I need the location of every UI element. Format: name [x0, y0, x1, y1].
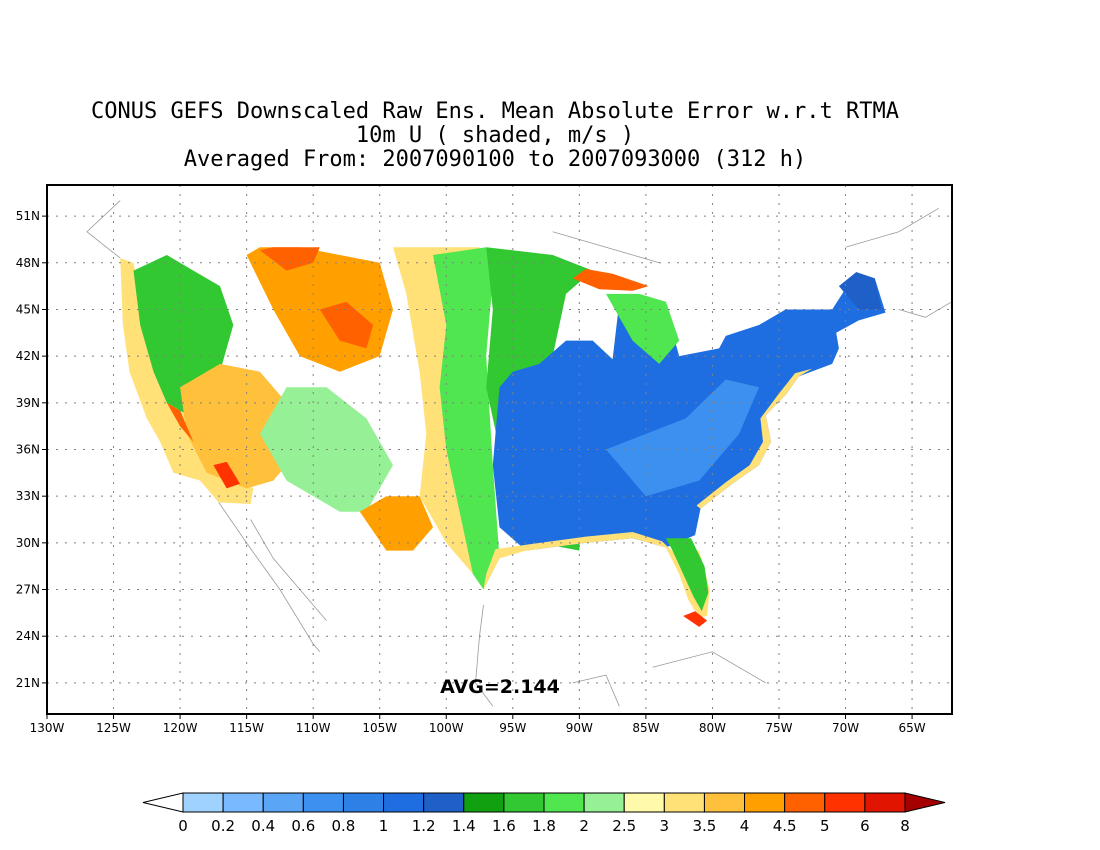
lat-tick-label: 30N [16, 536, 40, 550]
region-appalachian-blue-light [606, 379, 759, 497]
coastline-segment [652, 651, 766, 684]
colorbar-label: 3.5 [693, 817, 717, 835]
colorbar-swatch [463, 792, 505, 813]
colorbar-above-arrow [904, 792, 946, 813]
coastline-segment [218, 502, 321, 653]
lon-tick-label: 70W [832, 721, 859, 735]
coastline-segment [250, 519, 327, 621]
coastline-segment [86, 200, 121, 259]
region-florida-keys-red [683, 611, 708, 627]
colorbar-label: 0 [178, 817, 188, 835]
colorbar-label: 0.4 [251, 817, 275, 835]
region-great-basin-orange [180, 363, 300, 489]
colorbar-swatch [543, 792, 585, 813]
colorbar-swatch [423, 792, 465, 813]
colorbar-label: 1.6 [492, 817, 516, 835]
lon-tick-label: 80W [699, 721, 726, 735]
colorbar-swatch [182, 792, 224, 813]
colorbar-swatch [383, 792, 425, 813]
colorbar-label: 8 [900, 817, 910, 835]
colorbar-swatch [784, 792, 826, 813]
lat-tick-label: 24N [16, 629, 40, 643]
coastline-segment [572, 674, 620, 707]
colorbar-swatch [623, 792, 665, 813]
region-southwest-red-spots [166, 402, 194, 442]
region-great-lakes-green [606, 293, 680, 364]
colorbar-label: 1.8 [532, 817, 556, 835]
colorbar-swatch [744, 792, 786, 813]
colorbar-label: 1 [379, 817, 389, 835]
colorbar-swatch [342, 792, 385, 813]
region-northern-rockies-red [259, 247, 320, 271]
colorbar-label: 0.8 [332, 817, 356, 835]
lon-tick-label: 105W [362, 721, 397, 735]
lat-tick-label: 39N [16, 396, 40, 410]
region-eastern-us-blue [492, 272, 886, 551]
colorbar-label: 2 [579, 817, 589, 835]
lon-tick-label: 90W [566, 721, 593, 735]
colorbar-swatch [503, 792, 545, 813]
colorbar-label: 2.5 [612, 817, 636, 835]
longitude-labels: 130W 125W 120W 115W 110W 105W 100W 95W 90W 85W 80W… [30, 714, 926, 735]
title-line-2: 10m U ( shaded, m/s ) [355, 123, 635, 148]
lon-tick-label: 75W [765, 721, 792, 735]
lat-tick-label: 42N [16, 349, 40, 363]
colorbar: 0 0.2 0.4 0.6 0.8 1 1.2 1.4 1.6 1.8 2 2.5 3 3.5 4 4.5 5 6… [142, 792, 946, 835]
coastline-segment [552, 231, 660, 264]
colorbar-label: 5 [820, 817, 830, 835]
lat-tick-label: 45N [16, 302, 40, 316]
lon-tick-label: 85W [632, 721, 659, 735]
colorbar-swatch [222, 792, 264, 813]
colorbar-label: 3 [660, 817, 670, 835]
colorbar-below-arrow [142, 792, 184, 813]
plot-title: CONUS GEFS Downscaled Raw Ens. Mean Abso… [0, 100, 990, 172]
lon-tick-label: 120W [163, 721, 198, 735]
coastline-segment [898, 301, 953, 318]
colorbar-label: 6 [860, 817, 870, 835]
region-florida-green [665, 538, 709, 612]
coastlines [86, 200, 953, 707]
region-wyoming-red [319, 301, 374, 349]
colorbar-label: 1.4 [452, 817, 476, 835]
colorbar-swatch [262, 792, 304, 813]
lat-tick-label: 48N [16, 256, 40, 270]
lon-tick-label: 95W [499, 721, 526, 735]
region-upper-peninsula-red [572, 269, 649, 291]
coastline-segment [475, 605, 494, 707]
lon-tick-label: 115W [229, 721, 264, 735]
coastline-segment [845, 207, 939, 248]
region-plains-green [433, 247, 500, 590]
colorbar-label: 0.2 [211, 817, 235, 835]
colorbar-swatch [864, 792, 906, 813]
colorbar-swatch [663, 792, 705, 813]
colorbar-label: 4.5 [773, 817, 797, 835]
colorbar-swatch [302, 792, 344, 813]
region-west-texas-orange [359, 496, 433, 551]
lat-tick-label: 27N [16, 583, 40, 597]
colorbar-swatch [583, 792, 625, 813]
lon-tick-label: 130W [30, 721, 65, 735]
colorbar-label: 4 [740, 817, 750, 835]
colorbar-swatch [824, 792, 866, 813]
title-line-3: Averaged From: 2007090100 to 2007093000 … [183, 147, 807, 172]
colorbar-swatch [703, 792, 746, 813]
lat-tick-label: 36N [16, 443, 40, 457]
shaded-regions [120, 247, 886, 627]
region-southern-california-red [213, 461, 240, 489]
lon-tick-label: 110W [296, 721, 331, 735]
lat-tick-label: 51N [16, 209, 40, 223]
colorbar-label: 1.2 [412, 817, 436, 835]
lat-tick-label: 33N [16, 489, 40, 503]
latitude-labels: 51N 48N 45N 42N 39N 36N 33N 30N 27N 24N 21N [16, 209, 47, 690]
lat-tick-label: 21N [16, 676, 40, 690]
title-line-1: CONUS GEFS Downscaled Raw Ens. Mean Abso… [91, 99, 899, 124]
colorbar-label: 0.6 [291, 817, 315, 835]
lon-tick-label: 100W [429, 721, 464, 735]
lon-tick-label: 65W [899, 721, 926, 735]
lon-tick-label: 125W [96, 721, 131, 735]
region-northern-maine-blue [838, 272, 882, 310]
average-annotation: AVG=2.144 [440, 676, 560, 698]
